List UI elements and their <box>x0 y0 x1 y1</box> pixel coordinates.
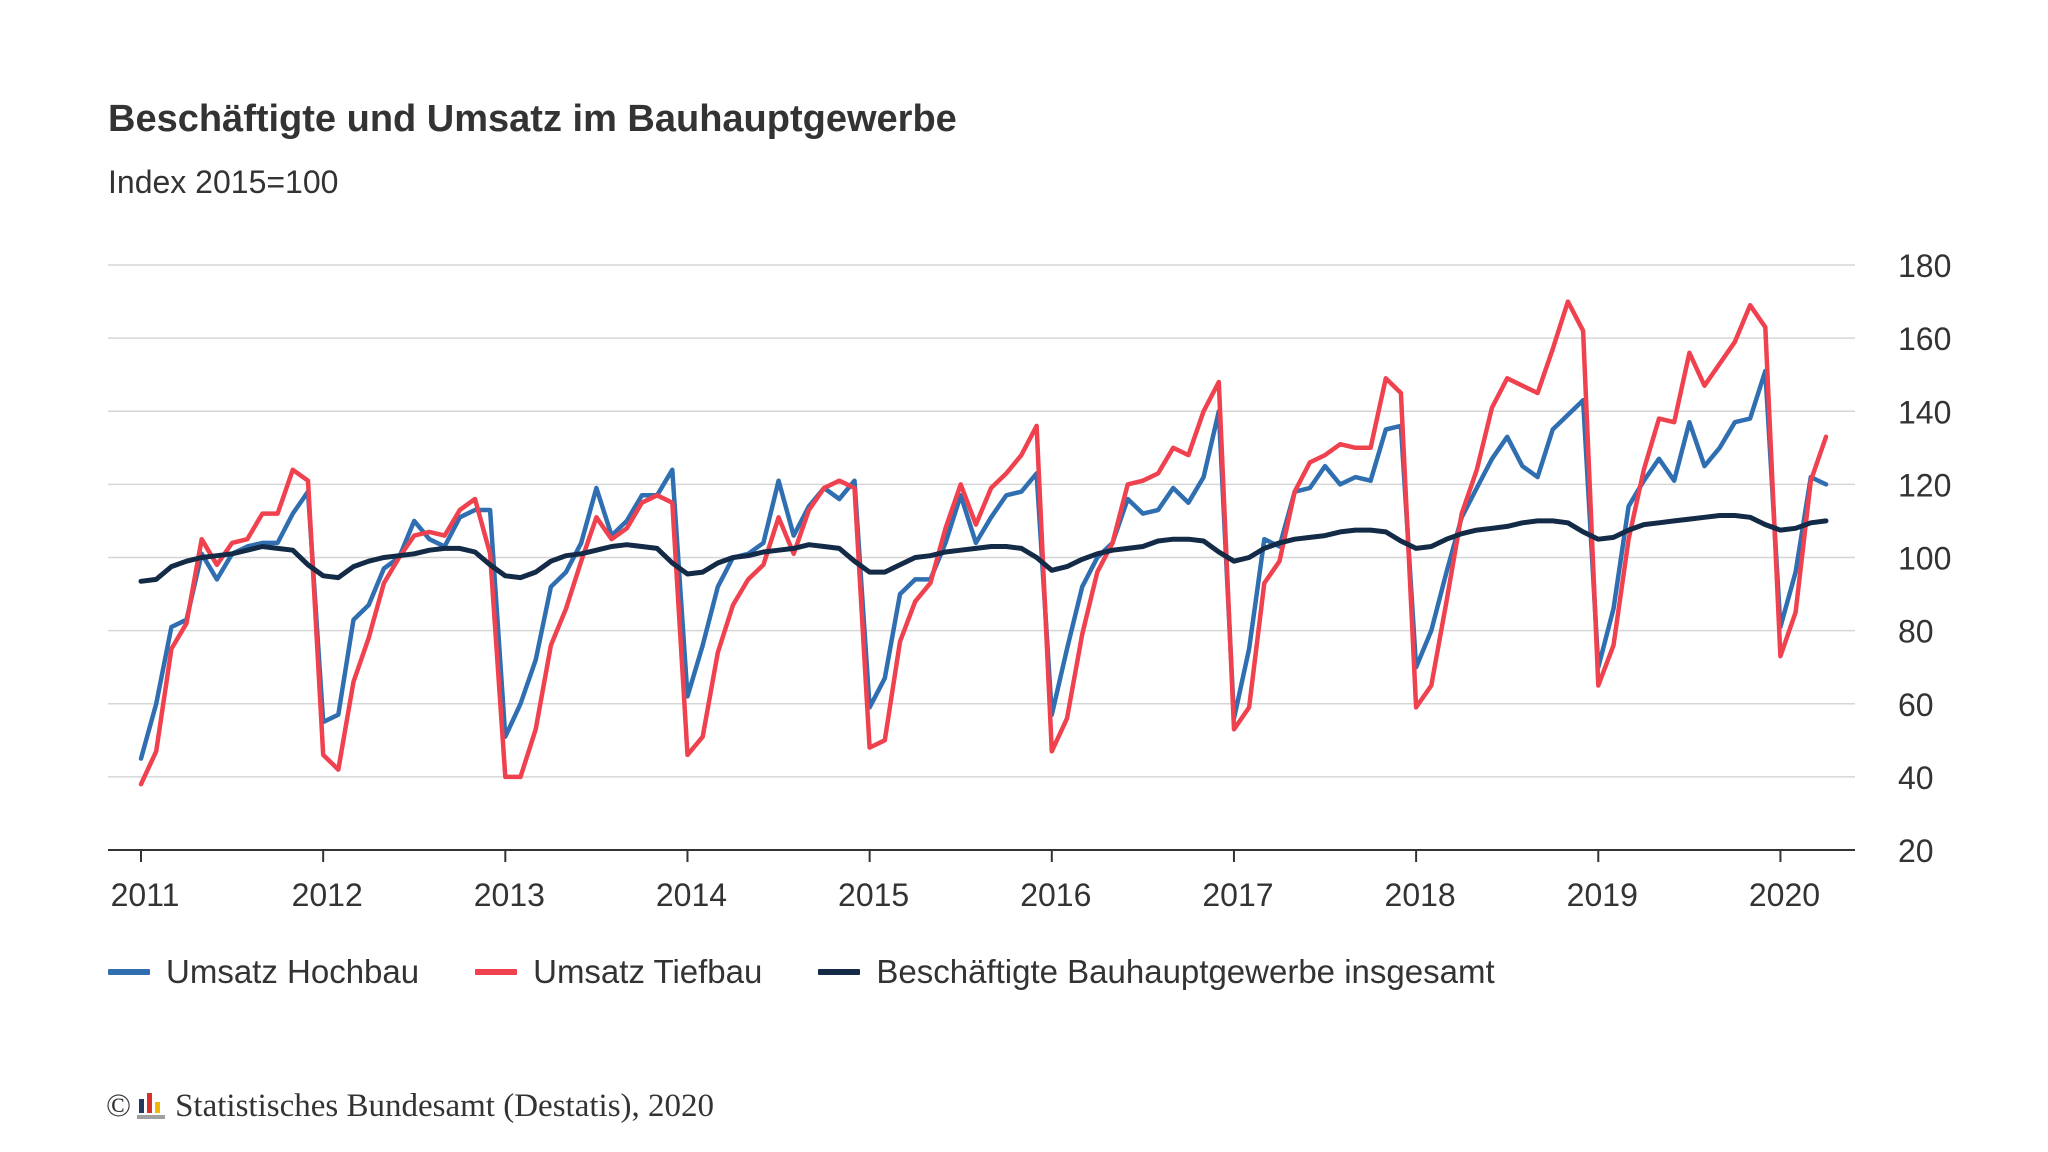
copyright-symbol: © <box>106 1087 132 1124</box>
legend-swatch-beschaeftigte <box>818 969 861 975</box>
y-tick-label-120: 120 <box>1898 467 1951 503</box>
y-tick-label-100: 100 <box>1898 541 1951 577</box>
chart-title: Beschäftigte und Umsatz im Bauhauptgewer… <box>108 98 957 140</box>
y-tick-label-60: 60 <box>1898 687 1934 723</box>
y-tick-label-180: 180 <box>1898 248 1951 284</box>
x-tick-label-2019: 2019 <box>1567 877 1638 913</box>
legend-label-beschaeftigte: Beschäftigte Bauhauptgewerbe insgesamt <box>876 953 1495 990</box>
legend-label-tiefbau: Umsatz Tiefbau <box>533 953 763 990</box>
x-tick-label-2011: 2011 <box>111 877 180 913</box>
legend-item-beschaeftigte[interactable]: Beschäftigte Bauhauptgewerbe insgesamt <box>818 953 1495 991</box>
y-tick-label-160: 160 <box>1898 321 1951 357</box>
x-tick-label-2015: 2015 <box>838 877 909 913</box>
x-tick-label-2018: 2018 <box>1385 877 1456 913</box>
x-tick-label-2012: 2012 <box>292 877 363 913</box>
y-tick-label-20: 20 <box>1898 833 1934 869</box>
legend-label-hochbau: Umsatz Hochbau <box>166 953 420 990</box>
x-tick-label-2014: 2014 <box>656 877 727 913</box>
legend-swatch-tiefbau <box>475 969 518 975</box>
x-tick-label-2017: 2017 <box>1202 877 1273 913</box>
series-line-beschaeftigte <box>138 513 1829 584</box>
legend-swatch-hochbau <box>108 969 150 975</box>
destatis-logo-icon <box>137 1093 166 1119</box>
x-tick-label-2016: 2016 <box>1020 877 1091 913</box>
legend-item-umsatz-tiefbau[interactable]: Umsatz Tiefbau <box>475 953 762 991</box>
y-tick-label-40: 40 <box>1898 760 1934 796</box>
x-tick-label-2020: 2020 <box>1749 877 1820 913</box>
legend-item-umsatz-hochbau[interactable]: Umsatz Hochbau <box>108 953 419 991</box>
chart-legend: Umsatz Hochbau Umsatz Tiefbau Beschäftig… <box>108 948 1551 996</box>
x-tick-label-2013: 2013 <box>474 877 545 913</box>
y-tick-label-80: 80 <box>1898 614 1934 650</box>
y-tick-label-140: 140 <box>1898 394 1951 430</box>
chart-subtitle: Index 2015=100 <box>108 164 339 200</box>
source-footer: © Statistisches Bundesamt (Destatis), 20… <box>106 1086 714 1126</box>
source-text: Statistisches Bundesamt (Destatis), 2020 <box>175 1087 715 1124</box>
series-line-umsatz-hochbau <box>138 368 1829 761</box>
series-line-umsatz-tiefbau <box>138 299 1829 787</box>
